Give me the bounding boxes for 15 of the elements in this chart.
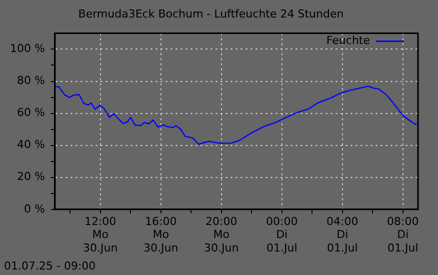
y-tick-label: 60 %	[16, 106, 45, 120]
y-tick-label: 80 %	[16, 74, 45, 88]
y-tick-label: 40 %	[16, 138, 45, 152]
x-tick-label: 16:00 Mo 30.Jun	[143, 214, 178, 254]
x-tick-label: 12:00 Mo 30.Jun	[82, 214, 118, 254]
text: 01.07.25 - 09:00	[4, 259, 96, 272]
chart-title: Bermuda3Eck Bochum - Luftfeuchte 24 Stunden	[78, 7, 344, 20]
y-tick-label: 20 %	[16, 170, 45, 184]
x-tick-label: 04:00 Di 01.Jul	[326, 214, 358, 254]
x-tick-label: 08:00 Di 01.Jul	[387, 214, 419, 254]
y-tick-label: 0 %	[24, 202, 45, 216]
x-tick-label: 20:00 Mo 30.Jun	[204, 214, 239, 254]
x-tick-label: 00:00 Di 01.Jul	[266, 214, 298, 254]
legend-label: Feuchte	[326, 34, 370, 48]
y-tick-label: 100 %	[10, 42, 45, 56]
